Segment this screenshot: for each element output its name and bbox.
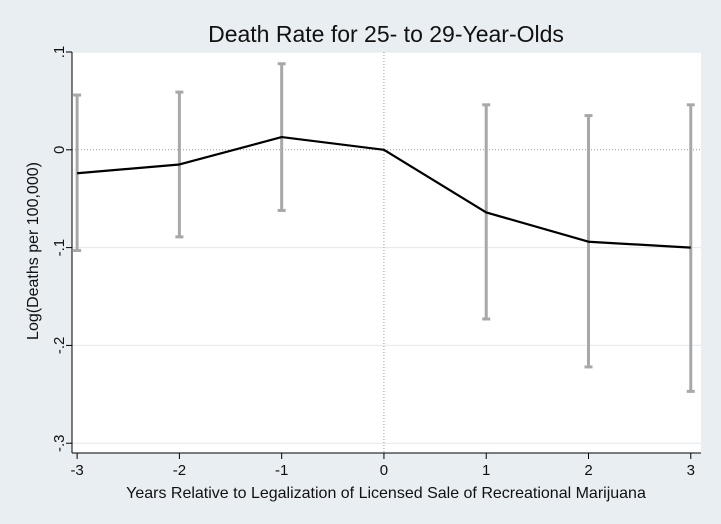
grid-lines bbox=[72, 51, 701, 444]
x-ticks: -3 -2 -1 0 1 2 3 bbox=[70, 453, 695, 479]
series-line bbox=[77, 135, 691, 249]
x-tick-label: 1 bbox=[482, 462, 490, 479]
reference-lines bbox=[72, 52, 701, 453]
x-tick-label: 0 bbox=[380, 462, 388, 479]
x-axis-label: Years Relative to Legalization of Licens… bbox=[126, 485, 646, 502]
x-tick-label: -2 bbox=[173, 462, 186, 479]
x-tick-label: -1 bbox=[275, 462, 288, 479]
x-tick-label: -3 bbox=[70, 462, 83, 479]
axes bbox=[71, 52, 701, 454]
y-tick-label: -.1 bbox=[51, 239, 68, 257]
y-tick-label: .1 bbox=[51, 46, 68, 59]
plot-area bbox=[72, 52, 701, 453]
y-axis-label: Log(Deaths per 100,000) bbox=[25, 162, 42, 340]
y-ticks: .1 0 -.1 -.2 -.3 bbox=[51, 46, 72, 452]
x-tick-label: 3 bbox=[687, 462, 695, 479]
chart-title: Death Rate for 25- to 29-Year-Olds bbox=[208, 21, 564, 47]
y-tick-label: -.2 bbox=[51, 337, 68, 355]
y-tick-label: -.3 bbox=[51, 434, 68, 452]
x-tick-label: 2 bbox=[584, 462, 592, 479]
y-tick-label: 0 bbox=[51, 146, 68, 154]
